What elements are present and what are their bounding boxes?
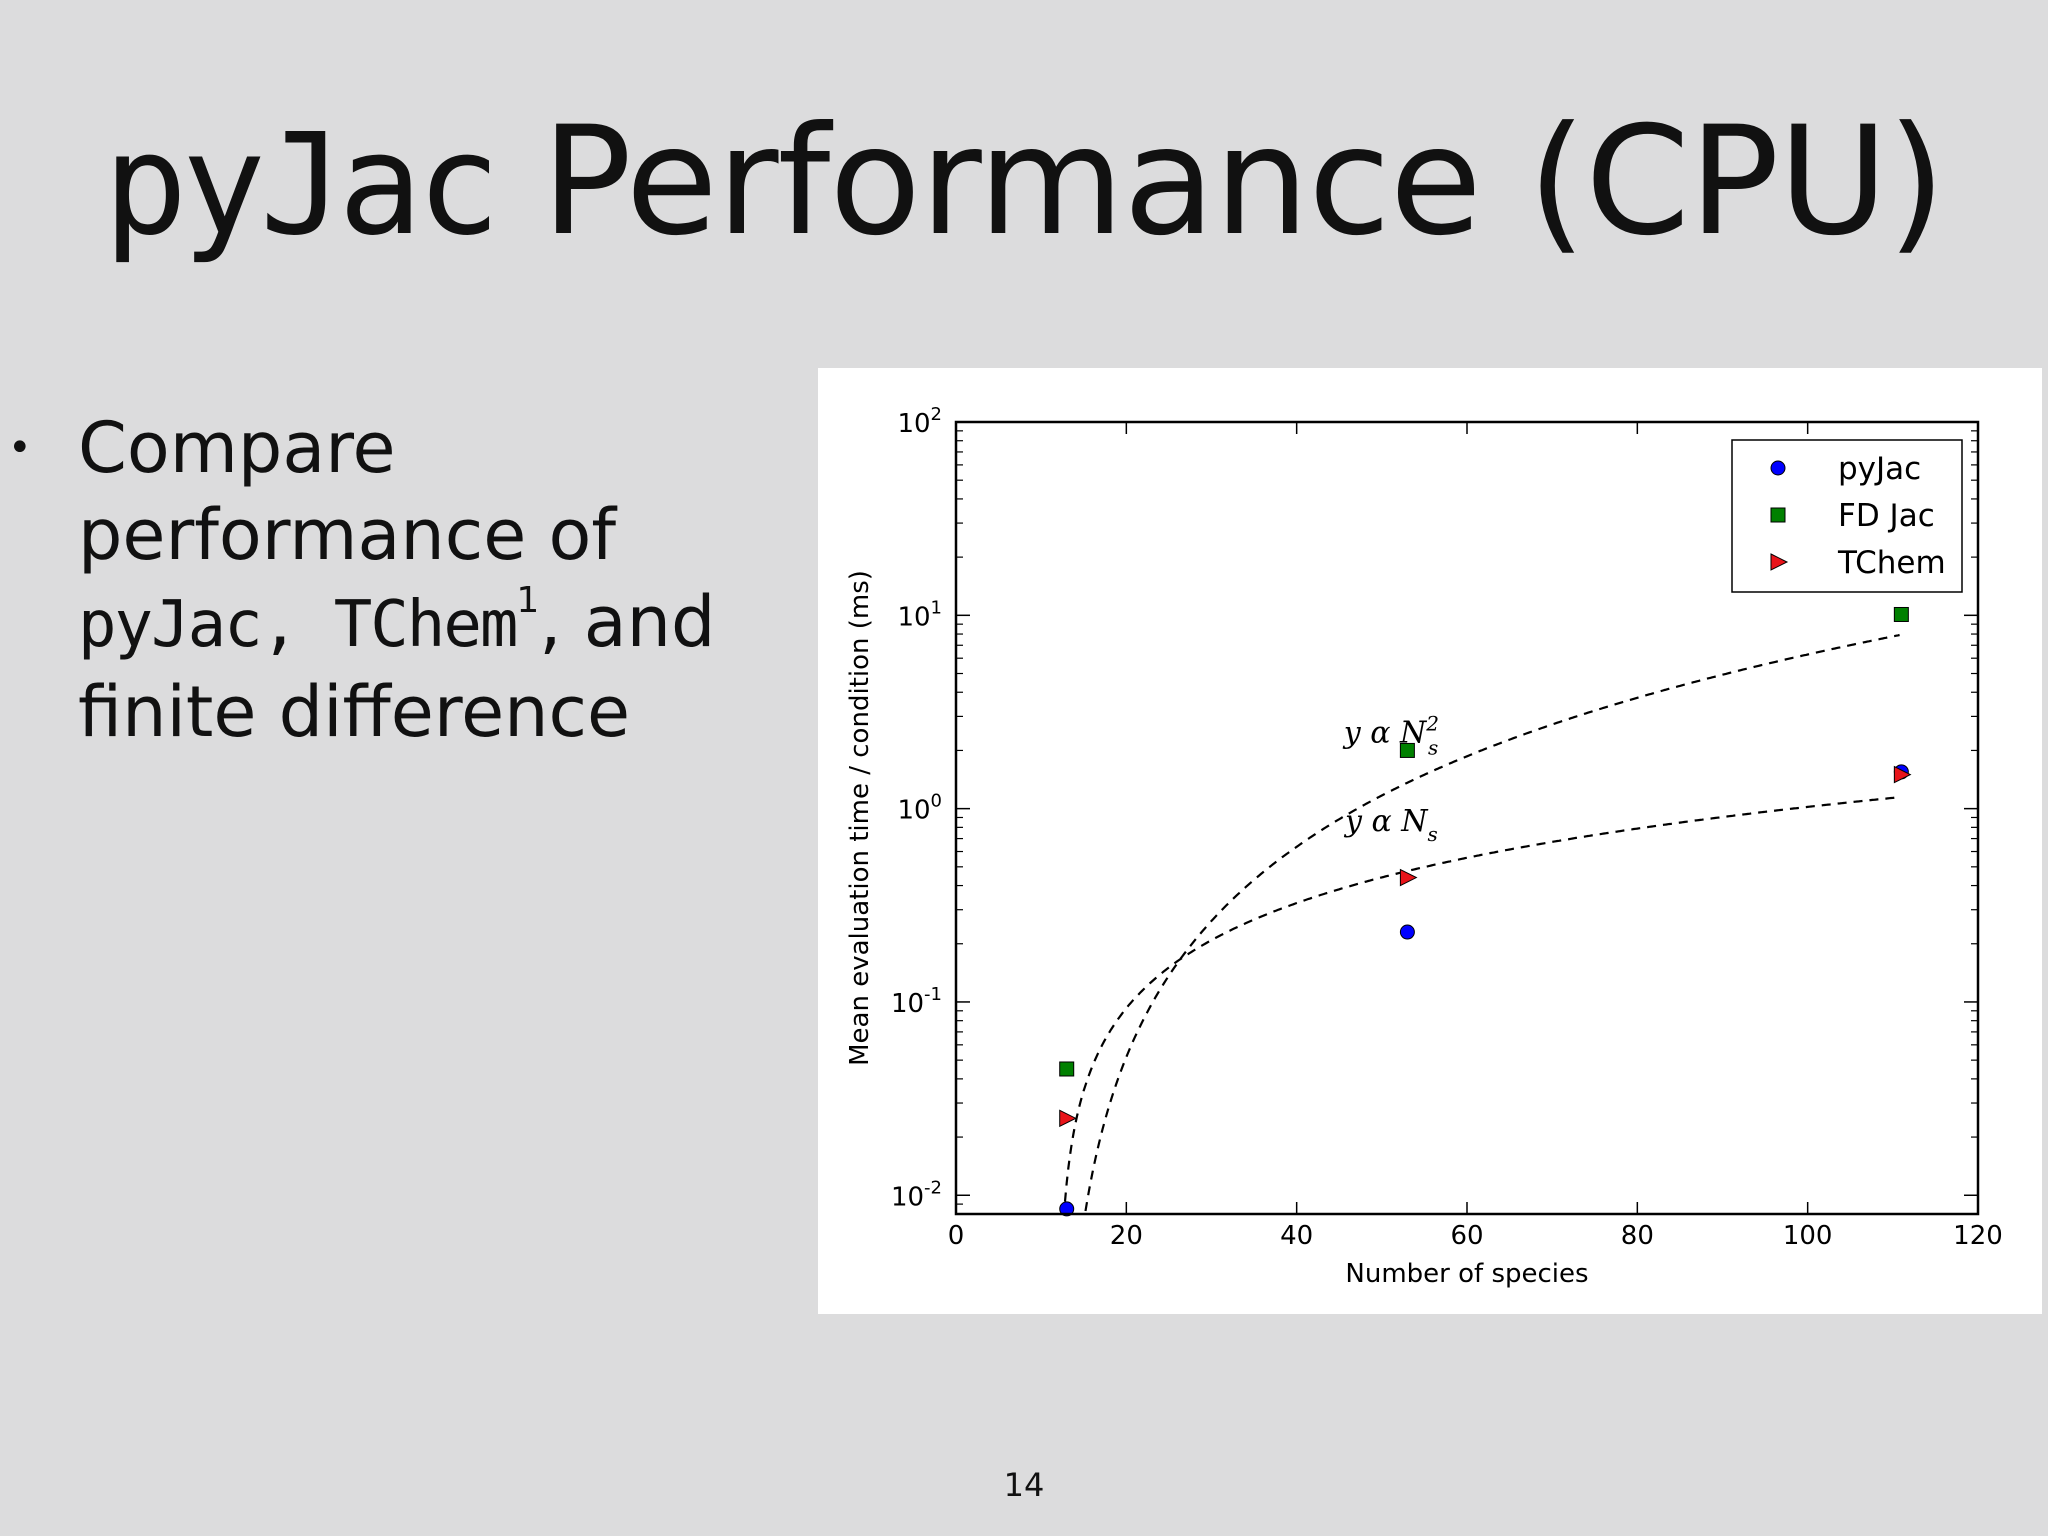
bullet-line-2: performance of	[78, 494, 617, 576]
bullet-list: • Compare performance of pyJac, TChem1, …	[0, 405, 790, 756]
bullet-code: pyJac, TChem	[78, 588, 518, 662]
y-tick-label: 101	[897, 597, 942, 632]
data-point-fd-jac	[1399, 742, 1415, 758]
legend: pyJac FD Jac TChem	[1731, 439, 1963, 593]
bullet-item: Compare performance of pyJac, TChem1, an…	[78, 405, 790, 756]
x-tick-label: 0	[948, 1221, 965, 1251]
slide-title: pyJac Performance (CPU)	[0, 100, 2048, 265]
y-tick-label: 102	[897, 404, 942, 439]
page-number: 14	[1003, 1466, 1045, 1504]
fit-labels: y α N2 s y α Ns	[1342, 712, 1439, 846]
bullet-line-1: Compare	[78, 407, 396, 489]
data-point-tchem	[1059, 1109, 1077, 1128]
data-point-pyjac	[1399, 924, 1415, 940]
legend-marker-fd-jac	[1770, 507, 1786, 523]
x-tick-label: 120	[1953, 1221, 2003, 1251]
data-point-pyjac	[1059, 1201, 1075, 1217]
title-performance: Performance (CPU)	[541, 95, 1945, 269]
y-tick-label: 10-1	[891, 984, 942, 1019]
data-point-fd-jac	[1893, 606, 1909, 622]
y-tick-label: 100	[897, 791, 942, 826]
title-pyjac: pyJac	[103, 104, 500, 267]
bullet-line-4: finite difference	[78, 671, 631, 753]
data-points	[1059, 606, 1912, 1217]
x-tick-label: 60	[1450, 1221, 1483, 1251]
y-tick-label: 10-2	[891, 1177, 942, 1212]
bullet-line-3-rest: , and	[539, 581, 716, 663]
axis-ticks: 0 20 40 60 80 100 120 10-2 10-1 100 101 102	[891, 404, 2003, 1251]
performance-chart: 0 20 40 60 80 100 120 10-2 10-1 100 101 102 Number …	[845, 404, 2003, 1289]
fit-curves	[1063, 633, 1900, 1212]
bullet-marker: •	[8, 425, 32, 471]
legend-marker-tchem	[1770, 553, 1789, 571]
x-tick-label: 20	[1110, 1221, 1143, 1251]
fit-curve	[1063, 796, 1900, 1202]
fit-label: y α N2 s	[1342, 712, 1439, 760]
x-axis-label: Number of species	[1345, 1259, 1588, 1289]
bullet-line-3: pyJac, TChem1, and	[78, 579, 790, 669]
legend-label: pyJac	[1838, 451, 1921, 487]
data-point-tchem	[1893, 765, 1912, 784]
legend-marker-pyjac	[1770, 460, 1786, 476]
y-axis-label: Mean evaluation time / condition (ms)	[845, 570, 875, 1066]
x-tick-label: 80	[1621, 1221, 1654, 1251]
plot-frame	[954, 420, 1980, 1216]
x-tick-label: 40	[1280, 1221, 1313, 1251]
legend-box	[1731, 439, 1963, 593]
chart-panel: 0 20 40 60 80 100 120 10-2 10-1 100 101 102 Number …	[818, 368, 2042, 1314]
x-tick-label: 100	[1783, 1221, 1833, 1251]
legend-label: FD Jac	[1838, 498, 1935, 534]
legend-label: TChem	[1837, 545, 1946, 581]
fit-label: y α Ns	[1343, 804, 1438, 846]
data-point-tchem	[1399, 868, 1418, 887]
footnote-ref: 1	[516, 580, 540, 621]
data-point-fd-jac	[1059, 1061, 1075, 1077]
fit-curve	[1084, 633, 1900, 1212]
